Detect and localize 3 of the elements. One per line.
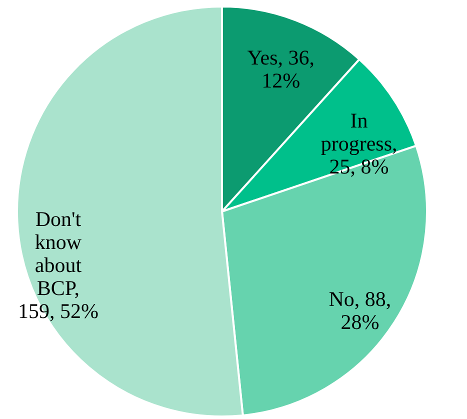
slice-label: Don't know about BCP, 159, 52% bbox=[18, 206, 98, 323]
slice-label: No, 88, 28% bbox=[328, 287, 392, 334]
slice-label: Yes, 36, 12% bbox=[247, 45, 315, 92]
